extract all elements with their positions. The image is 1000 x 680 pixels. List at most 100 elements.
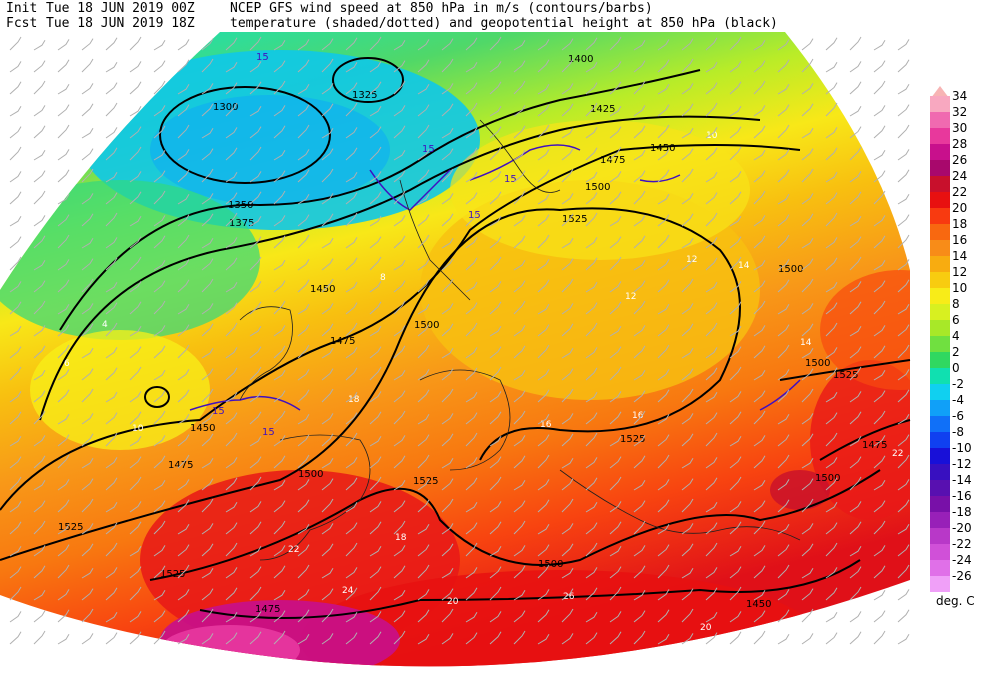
wind-barb [681,38,694,51]
wind-barb [417,169,430,183]
wind-barb [465,611,478,623]
wind-barb [609,346,622,359]
wind-barb [489,346,502,359]
wind-barb [417,523,430,535]
wind-barb [729,456,742,469]
wind-barb [801,478,814,491]
wind-barb [417,633,430,645]
wind-barb [873,545,886,557]
wind-barb [249,215,262,227]
header-line-1: Init Tue 18 JUN 2019 00Z NCEP GFS wind spe… [6,1,653,17]
wind-barb [561,237,574,249]
wind-barb [609,281,622,293]
wind-barb [81,433,94,447]
wind-barb [297,344,310,359]
wind-barb [489,501,502,513]
wind-barb [297,523,310,535]
wind-barb [873,170,886,183]
wind-barb [537,324,550,337]
wind-barb [81,58,94,73]
wind-barb [633,235,646,249]
legend-label: -8 [952,425,964,439]
wind-barb [873,410,886,425]
wind-barb [33,190,46,205]
wind-barb [225,37,238,51]
wind-barb [609,325,622,337]
wind-barb [177,609,190,623]
wind-barb [777,214,790,227]
wind-barb [81,498,94,513]
wind-barb [705,127,718,139]
wind-barb [225,102,238,117]
wind-barb [273,259,286,271]
wind-barb [657,544,670,557]
wind-barb [225,542,238,557]
wind-barb [801,278,814,293]
wind-barb [537,633,550,645]
wind-barb [321,168,334,183]
wind-barb [681,237,694,249]
wind-barb [465,37,478,51]
wind-barb [489,236,502,249]
wind-barb [297,434,310,447]
legend-swatch [930,528,950,544]
wind-barb [81,278,94,293]
wind-barb [897,609,910,623]
color-legend: 34 32 30 28 26 24 22 20 18 16 14 12 10 8 6 4 2 0 -2 -4 -6 -8-… [928,88,988,628]
wind-barb [33,325,46,337]
wind-barb [585,457,598,469]
wind-barb [153,479,166,491]
wind-barb [105,567,118,579]
wind-barb [177,523,190,535]
wind-barb [873,520,886,535]
wind-barb [681,347,694,359]
wind-barb [681,388,694,403]
wind-barb [729,36,742,51]
wind-barb [609,215,622,227]
wind-barb [681,523,694,535]
wind-barb [537,259,550,271]
wind-barb [393,500,406,513]
wind-barb [57,124,70,139]
wind-barb [609,171,622,183]
legend-label: 22 [952,185,968,199]
height-label: 1475 [600,155,625,166]
wind-barb [513,390,526,403]
wind-barb [153,545,166,557]
wind-barb [369,281,382,293]
wind-barb [705,171,718,183]
wind-barb [873,215,886,227]
wind-barb [681,433,694,447]
wind-barb [249,566,262,579]
wind-barb [465,501,478,513]
wind-barb [537,234,550,249]
temp-label: 22 [288,545,299,555]
wind-barb [297,83,310,95]
wind-barb [633,455,646,469]
wind-barb [177,59,190,73]
wind-barb [153,455,166,469]
wind-barb [177,149,190,161]
wind-barb [801,237,814,249]
wind-barb [561,168,574,183]
wind-barb [321,278,334,293]
wind-barb [753,610,766,623]
wind-barb [633,170,646,183]
wind-barb [873,390,886,403]
wind-barb [393,170,406,183]
wind-barb [225,477,238,491]
wind-barb [729,521,742,535]
wind-barb [321,633,334,645]
wind-barb [441,457,454,469]
wind-barb [321,388,334,403]
wind-barb [9,586,22,601]
wind-barb [177,589,190,601]
wind-barb [57,214,70,227]
legend-swatch [930,464,950,480]
wind-barb [753,390,766,403]
wind-barb [753,435,766,447]
wind-barb [369,126,382,139]
wind-barb [321,193,334,205]
wind-barb [297,479,310,491]
wind-barb [729,435,742,447]
